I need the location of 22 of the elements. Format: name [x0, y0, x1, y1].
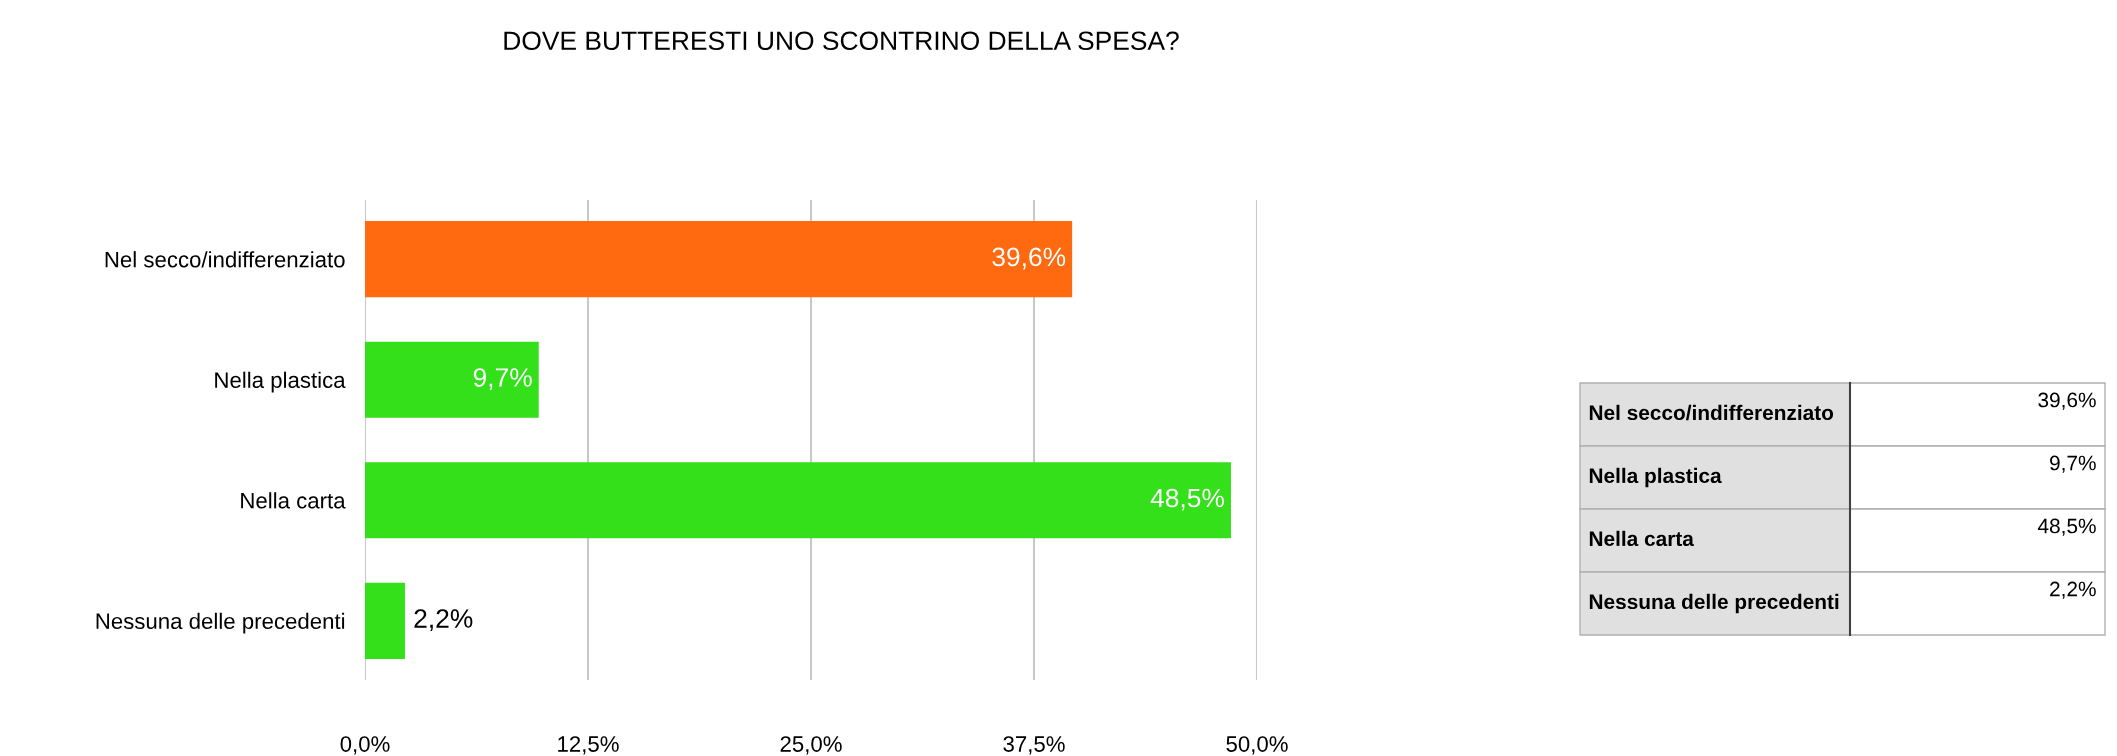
y-tick-label: Nel secco/indifferenziato	[105, 251, 345, 268]
data-label: 39,6%	[992, 247, 1066, 270]
text: 39,6%	[2038, 392, 2096, 410]
x-tick-label: 50,0%	[1226, 736, 1288, 755]
category-label: Nella carta	[1589, 530, 1694, 547]
category-label: Nessuna delle precedenti	[1589, 593, 1839, 614]
x-tick-label: 25,0%	[780, 736, 842, 755]
text: 2,2%	[2050, 581, 2096, 599]
x-tick-label: 12,5%	[558, 736, 619, 755]
y-tick-label: Nessuna delle precedenti	[96, 612, 345, 634]
y-tick-label: Nella plastica	[215, 371, 346, 393]
data-label: 9,7%	[473, 368, 532, 390]
data-label: 2,2%	[414, 609, 473, 632]
category-label: Nella plastica	[1589, 467, 1722, 488]
data-label: 48,5%	[1150, 488, 1224, 511]
category-label: Nel secco/indifferenziato	[1589, 404, 1834, 421]
text: 48,5%	[2037, 518, 2096, 536]
chart-title: DOVE BUTTERESTI UNO SCONTRINO DELLA SPESA?	[504, 31, 1179, 51]
y-tick-label: Nella carta	[241, 492, 346, 509]
x-tick-label: 0,0%	[340, 736, 390, 755]
x-tick-label: 37,5%	[1003, 736, 1065, 755]
text: 9,7%	[2050, 455, 2096, 473]
